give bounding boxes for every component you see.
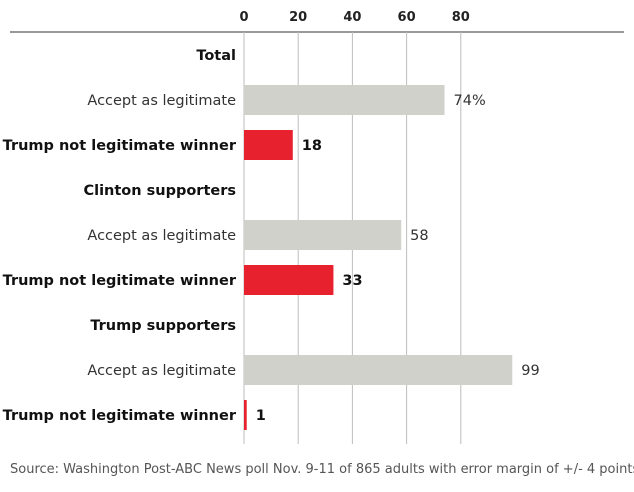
x-tick-label: 0 <box>239 10 248 25</box>
category-label: Accept as legitimate <box>87 228 236 244</box>
bar <box>244 220 402 250</box>
x-tick-label: 20 <box>289 10 307 25</box>
group-label: Clinton supporters <box>83 183 236 199</box>
data-label: 74% <box>454 93 486 109</box>
x-tick-label: 40 <box>343 10 361 25</box>
bar <box>244 130 293 160</box>
data-label: 33 <box>342 273 362 289</box>
category-label: Trump not legitimate winner <box>3 273 237 289</box>
bar <box>244 355 513 385</box>
data-label: 1 <box>256 408 266 424</box>
x-tick-label: 60 <box>398 10 416 25</box>
category-label: Accept as legitimate <box>87 93 236 109</box>
category-label: Trump not legitimate winner <box>3 138 237 154</box>
data-label: 18 <box>302 138 322 154</box>
group-label: Total <box>196 48 236 64</box>
bar-chart: 0 20 40 60 80 Total Accept as legitimate 74% Tru… <box>3 10 624 444</box>
bar <box>244 85 445 115</box>
x-tick-label: 80 <box>452 10 470 25</box>
category-label: Trump not legitimate winner <box>3 408 237 424</box>
bar <box>244 265 334 295</box>
source-note: Source: Washington Post-ABC News poll No… <box>10 462 634 477</box>
group-label: Trump supporters <box>90 318 236 334</box>
bar <box>244 400 247 430</box>
category-label: Accept as legitimate <box>87 363 236 379</box>
data-label: 99 <box>521 363 539 379</box>
data-label: 58 <box>410 228 428 244</box>
